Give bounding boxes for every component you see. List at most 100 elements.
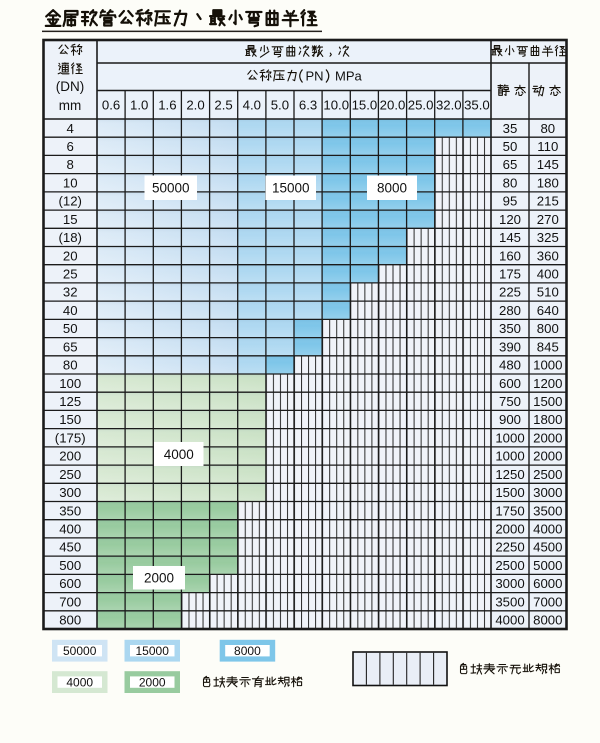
- svg-text:800: 800: [59, 613, 81, 628]
- svg-text:450: 450: [59, 540, 81, 555]
- svg-text:0.6: 0.6: [102, 98, 120, 113]
- svg-text:mm: mm: [59, 98, 82, 113]
- svg-text:600: 600: [499, 376, 521, 391]
- svg-text:110: 110: [537, 139, 558, 154]
- svg-text:80: 80: [540, 121, 555, 136]
- svg-text:120: 120: [499, 212, 521, 227]
- svg-text:2.0: 2.0: [186, 98, 204, 113]
- svg-text:MPa: MPa: [335, 69, 363, 84]
- svg-text:(18): (18): [58, 230, 81, 245]
- svg-text:50000: 50000: [63, 644, 97, 658]
- svg-text:510: 510: [537, 285, 559, 300]
- svg-text:6.3: 6.3: [299, 98, 317, 113]
- svg-text:145: 145: [499, 230, 521, 245]
- svg-text:280: 280: [499, 303, 521, 318]
- svg-text:7000: 7000: [533, 594, 562, 609]
- svg-text:145: 145: [537, 157, 559, 172]
- svg-text:400: 400: [537, 267, 559, 282]
- svg-text:1250: 1250: [495, 467, 524, 482]
- svg-text:150: 150: [59, 412, 81, 427]
- svg-text:4: 4: [67, 121, 74, 136]
- svg-text:325: 325: [537, 230, 559, 245]
- svg-text:80: 80: [63, 358, 78, 373]
- svg-text:180: 180: [537, 175, 559, 190]
- svg-text:1500: 1500: [533, 394, 562, 409]
- svg-text:(DN): (DN): [56, 79, 85, 94]
- svg-text:8000: 8000: [234, 644, 261, 658]
- svg-text:20.0: 20.0: [380, 98, 406, 113]
- svg-text:35.0: 35.0: [464, 98, 490, 113]
- svg-text:20: 20: [63, 248, 78, 263]
- svg-text:6: 6: [67, 139, 74, 154]
- svg-text:215: 215: [537, 194, 559, 209]
- svg-text:10.0: 10.0: [323, 98, 349, 113]
- svg-text:15000: 15000: [136, 644, 170, 658]
- svg-text:2000: 2000: [495, 522, 524, 537]
- svg-text:250: 250: [59, 467, 81, 482]
- svg-text:270: 270: [537, 212, 559, 227]
- svg-text:160: 160: [499, 248, 521, 263]
- svg-text:300: 300: [59, 485, 81, 500]
- svg-text:3000: 3000: [533, 485, 562, 500]
- svg-text:3500: 3500: [495, 594, 524, 609]
- svg-text:4000: 4000: [164, 447, 194, 462]
- svg-text:350: 350: [499, 321, 521, 336]
- svg-text:40: 40: [63, 303, 78, 318]
- svg-text:4000: 4000: [533, 522, 562, 537]
- svg-text:1000: 1000: [495, 449, 524, 464]
- svg-text:1000: 1000: [495, 430, 524, 445]
- svg-text:4000: 4000: [495, 613, 524, 628]
- svg-text:50: 50: [503, 139, 518, 154]
- svg-text:480: 480: [499, 358, 521, 373]
- svg-text:2250: 2250: [495, 540, 524, 555]
- svg-text:65: 65: [63, 339, 78, 354]
- svg-text:80: 80: [503, 175, 518, 190]
- svg-text:640: 640: [537, 303, 559, 318]
- svg-text:225: 225: [499, 285, 521, 300]
- svg-text:4500: 4500: [533, 540, 562, 555]
- svg-text:15000: 15000: [272, 181, 310, 196]
- svg-text:125: 125: [59, 394, 81, 409]
- svg-text:2500: 2500: [533, 467, 562, 482]
- svg-text:2000: 2000: [139, 676, 166, 690]
- svg-text:900: 900: [499, 412, 521, 427]
- svg-text:50000: 50000: [152, 181, 190, 196]
- svg-text:8000: 8000: [377, 181, 407, 196]
- svg-text:50: 50: [63, 321, 78, 336]
- svg-text:2000: 2000: [533, 430, 562, 445]
- svg-text:350: 350: [59, 503, 81, 518]
- svg-text:1500: 1500: [495, 485, 524, 500]
- svg-text:700: 700: [59, 594, 81, 609]
- svg-text:175: 175: [499, 267, 521, 282]
- svg-text:800: 800: [537, 321, 559, 336]
- svg-text:1800: 1800: [533, 412, 562, 427]
- svg-text:360: 360: [537, 248, 559, 263]
- svg-text:25: 25: [63, 267, 78, 282]
- svg-text:3500: 3500: [533, 503, 562, 518]
- svg-text:1750: 1750: [495, 503, 524, 518]
- svg-text:390: 390: [499, 339, 521, 354]
- svg-text:8: 8: [67, 157, 74, 172]
- svg-text:2.5: 2.5: [214, 98, 232, 113]
- svg-text:(12): (12): [58, 194, 81, 209]
- svg-text:500: 500: [59, 558, 81, 573]
- svg-text:5.0: 5.0: [271, 98, 289, 113]
- svg-text:PN: PN: [305, 69, 323, 84]
- svg-text:200: 200: [59, 449, 81, 464]
- svg-text:4.0: 4.0: [243, 98, 261, 113]
- svg-text:845: 845: [537, 339, 559, 354]
- svg-text:8000: 8000: [533, 613, 562, 628]
- svg-text:2500: 2500: [495, 558, 524, 573]
- svg-text:2000: 2000: [533, 449, 562, 464]
- svg-text:1200: 1200: [533, 376, 562, 391]
- svg-text:1000: 1000: [533, 358, 562, 373]
- svg-text:600: 600: [59, 576, 81, 591]
- svg-text:750: 750: [499, 394, 521, 409]
- svg-text:100: 100: [59, 376, 81, 391]
- svg-text:10: 10: [63, 175, 78, 190]
- svg-text:25.0: 25.0: [408, 98, 434, 113]
- svg-text:5000: 5000: [533, 558, 562, 573]
- svg-text:95: 95: [503, 194, 518, 209]
- svg-text:3000: 3000: [495, 576, 524, 591]
- svg-text:15.0: 15.0: [352, 98, 378, 113]
